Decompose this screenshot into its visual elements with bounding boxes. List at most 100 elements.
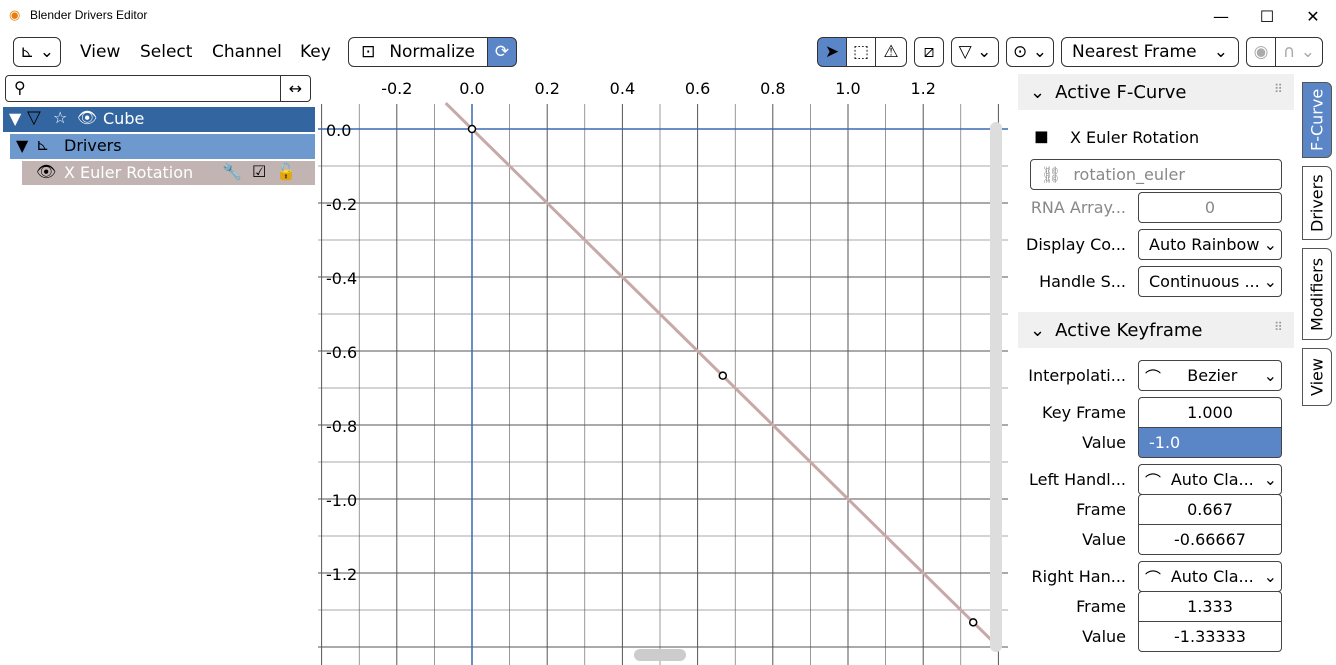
tab-drivers[interactable]: Drivers	[1302, 166, 1332, 240]
channel-label: Cube	[103, 109, 145, 128]
right-handle-frame-field[interactable]: 1.333	[1138, 591, 1282, 622]
left-handle-frame-label: Frame	[1076, 500, 1126, 519]
right-handle-value-label: Value	[1082, 627, 1126, 646]
channel-row-fcurve[interactable]: 👁 X Euler Rotation 🔧 ☑ 🔓	[22, 161, 315, 185]
display-color-label: Display Co...	[1026, 235, 1126, 254]
auto-normalize-button[interactable]: ⟳	[487, 37, 517, 67]
active-keyframe-header[interactable]: ⌄ Active Keyframe ⠿	[1018, 312, 1294, 348]
search-input[interactable]: ⚲	[5, 75, 281, 102]
drivers-icon: ⊾	[36, 135, 50, 154]
chevron-down-icon: ⌄	[1213, 42, 1228, 62]
x-tick-label: 0.2	[534, 79, 559, 98]
falloff-icon: ∩ ⌄	[1282, 42, 1316, 62]
proportional-edit-toggle[interactable]: ◉	[1246, 37, 1276, 67]
drag-handle-icon[interactable]: ⠿	[1274, 82, 1283, 96]
drivers-editor-icon: ⊾ ⌄	[20, 42, 54, 62]
expand-triangle-icon[interactable]: ▼	[16, 136, 29, 155]
left-handle-frame-field[interactable]: 0.667	[1138, 494, 1282, 525]
x-tick-label: 0.8	[760, 79, 785, 98]
rna-array-label: RNA Array...	[1030, 198, 1126, 217]
channel-menu[interactable]: Channel	[212, 42, 282, 62]
y-tick-label: -1.2	[326, 565, 357, 584]
dropdown-value: Auto Cla...	[1170, 567, 1254, 586]
channel-label: Drivers	[64, 136, 122, 155]
checkbox-icon[interactable]: ☑	[252, 162, 267, 181]
handle-smoothing-label: Handle S...	[1039, 272, 1126, 291]
minimize-button[interactable]: —	[1213, 6, 1229, 26]
value-field-editing[interactable]: -1.0	[1138, 427, 1282, 458]
tab-fcurve[interactable]: F-Curve	[1302, 82, 1332, 158]
x-tick-label: 0.4	[610, 79, 635, 98]
filter-icon: ▽ ⌄	[958, 42, 992, 62]
x-tick-label: -0.2	[381, 79, 412, 98]
pin-icon[interactable]: ☆	[53, 108, 68, 127]
y-tick-label: 0.0	[326, 121, 351, 140]
eye-icon[interactable]: 👁	[36, 162, 57, 181]
wrench-icon[interactable]: 🔧	[222, 162, 242, 181]
fcurve-name: X Euler Rotation	[1070, 128, 1200, 147]
handle-smoothing-dropdown[interactable]: Continuous ... ⌄	[1138, 266, 1282, 297]
y-tick-label: -0.8	[326, 417, 357, 436]
maximize-button[interactable]: ☐	[1259, 6, 1275, 26]
y-tick-label: -1.0	[326, 491, 357, 510]
chevron-down-icon: ⌄	[1263, 272, 1277, 291]
y-tick-label: -0.2	[326, 195, 357, 214]
left-handle-value-label: Value	[1082, 530, 1126, 549]
lock-icon[interactable]: 🔓	[276, 162, 296, 181]
only-errors-toggle[interactable]: ⚠	[875, 37, 907, 67]
bezier-icon: ⌒	[1145, 367, 1162, 387]
snap-dropdown[interactable]: Nearest Frame ⌄	[1061, 37, 1239, 67]
data-path-field[interactable]: ⛓ rotation_euler	[1030, 159, 1282, 190]
dropdown-value: Continuous ...	[1149, 272, 1260, 291]
normalize-toggle[interactable]: ⊡ Normalize	[348, 37, 488, 67]
left-handle-type-dropdown[interactable]: ⌒ Auto Cla... ⌄	[1138, 464, 1282, 495]
key-frame-label: Key Frame	[1042, 403, 1126, 422]
keyframe-point	[718, 371, 728, 380]
chevron-down-icon: ⌄	[1030, 81, 1046, 103]
only-selected-toggle[interactable]: ➤	[817, 37, 847, 67]
normalize-icon: ⊡	[361, 42, 376, 62]
falloff-dropdown[interactable]: ∩ ⌄	[1275, 37, 1323, 67]
view-menu[interactable]: View	[80, 42, 121, 62]
chevron-down-icon: ⌄	[1030, 319, 1046, 341]
tab-modifiers[interactable]: Modifiers	[1302, 248, 1332, 340]
value-label: Value	[1082, 433, 1126, 452]
tab-view[interactable]: View	[1302, 348, 1332, 406]
right-handle-frame-label: Frame	[1076, 597, 1126, 616]
snap-label: Nearest Frame	[1072, 42, 1197, 62]
left-handle-value-field[interactable]: -0.66667	[1138, 524, 1282, 555]
create-ghost-button[interactable]: ⧄	[914, 37, 944, 67]
key-frame-field[interactable]: 1.000	[1138, 397, 1282, 428]
right-handle-value-field[interactable]: -1.33333	[1138, 621, 1282, 652]
select-menu[interactable]: Select	[140, 42, 193, 62]
pivot-dropdown[interactable]: ⊙ ⌄	[1006, 37, 1054, 67]
active-fcurve-header[interactable]: ⌄ Active F-Curve ⠿	[1018, 74, 1294, 110]
editor-type-dropdown[interactable]: ⊾ ⌄	[13, 37, 61, 67]
sidebar: ⌄ Active F-Curve ⠿ ◼ X Euler Rotation ⛓ ro…	[1008, 72, 1336, 665]
drag-handle-icon[interactable]: ⠿	[1274, 320, 1283, 334]
expand-triangle-icon[interactable]: ▼	[9, 109, 22, 128]
window-title: Blender Drivers Editor	[30, 8, 148, 22]
y-tick-label: -0.4	[326, 269, 357, 288]
display-color-dropdown[interactable]: Auto Rainbow ⌄	[1138, 229, 1282, 260]
right-handle-type-dropdown[interactable]: ⌒ Auto Cla... ⌄	[1138, 561, 1282, 592]
rna-icon: ⛓	[1041, 165, 1062, 184]
eye-icon[interactable]: 👁	[77, 108, 98, 127]
graph-canvas[interactable]: -0.2 0.0 0.2 0.4 0.6 0.8 1.0 1.2 0.0 -0.2 -0.4 -0.6…	[318, 72, 1008, 665]
chevron-down-icon: ⌄	[1263, 366, 1277, 385]
interpolation-dropdown[interactable]: ⌒ Bezier ⌄	[1138, 360, 1282, 391]
show-hidden-toggle[interactable]: ⬚	[846, 37, 876, 67]
normalize-label: Normalize	[389, 42, 475, 62]
filter-dropdown[interactable]: ▽ ⌄	[951, 37, 999, 67]
close-button[interactable]: ✕	[1306, 6, 1320, 26]
rna-array-field[interactable]: 0	[1138, 192, 1282, 223]
channel-row-cube[interactable]: ▼ ▽ ☆ 👁 Cube	[3, 107, 315, 132]
key-menu[interactable]: Key	[300, 42, 331, 62]
graph-area[interactable]: -0.2 0.0 0.2 0.4 0.6 0.8 1.0 1.2 0.0 -0.2 -0.4 -0.6…	[318, 72, 1008, 665]
double-arrow-icon: ↔	[288, 79, 303, 98]
channel-row-drivers[interactable]: ▼ ⊾ Drivers	[10, 134, 315, 159]
interpolation-label: Interpolati...	[1028, 366, 1126, 385]
x-tick-label: 1.0	[835, 79, 860, 98]
chevron-down-icon: ⌄	[1263, 567, 1277, 586]
swap-filter-button[interactable]: ↔	[280, 75, 311, 102]
